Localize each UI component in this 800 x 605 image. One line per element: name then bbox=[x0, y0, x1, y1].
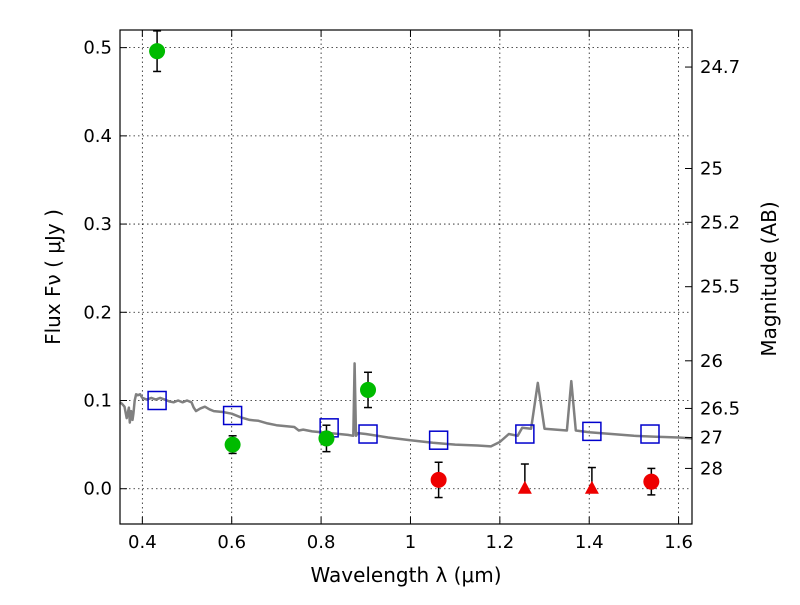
flux-point-circle bbox=[224, 436, 241, 453]
upper-limit-triangle bbox=[517, 480, 532, 494]
model-point-square bbox=[515, 424, 535, 444]
flux-point-circle bbox=[149, 43, 166, 60]
y2-tick-label: 25 bbox=[700, 158, 723, 179]
y-tick-label: 0.3 bbox=[83, 214, 112, 235]
x-tick-label: 1.4 bbox=[575, 532, 604, 553]
flux-point-circle bbox=[318, 430, 335, 447]
y-tick-label: 0.2 bbox=[83, 302, 112, 323]
y-axis-title: Flux Fν ( μJy ) bbox=[41, 209, 65, 345]
model-point-square bbox=[222, 405, 243, 426]
model-point-square bbox=[358, 424, 378, 444]
y2-tick-label: 26.5 bbox=[700, 398, 740, 419]
y-tick-label: 0.1 bbox=[83, 391, 112, 412]
tick-layer: 0.4 0.6 0.8 1 1.2 1.4 1.6 0.0 0.1 0.2 0.3 0.4 0.5 24.… bbox=[83, 30, 740, 553]
flux-point-circle bbox=[360, 381, 377, 398]
flux-point-circle bbox=[643, 473, 660, 490]
plot-frame bbox=[119, 29, 693, 525]
upper-limit-triangle bbox=[584, 480, 599, 494]
y-tick-label: 0.5 bbox=[83, 38, 112, 59]
y2-tick-label: 28 bbox=[700, 458, 723, 479]
model-point-square bbox=[147, 390, 167, 411]
x-tick-label: 1.2 bbox=[486, 532, 515, 553]
flux-point-circle bbox=[430, 471, 447, 488]
y2-tick-label: 24.7 bbox=[700, 57, 740, 78]
y-tick-label: 0.4 bbox=[83, 126, 112, 147]
x-axis-title: Wavelength λ (μm) bbox=[310, 563, 501, 587]
series-layer bbox=[119, 30, 693, 499]
y2-tick-label: 25.2 bbox=[700, 212, 740, 233]
model-point-square bbox=[640, 424, 660, 444]
x-tick-label: 1.6 bbox=[664, 532, 693, 553]
y2-tick-label: 26 bbox=[700, 351, 723, 372]
model-point-square bbox=[428, 430, 449, 450]
model-sed-line bbox=[119, 362, 693, 448]
y-tick-label: 0.0 bbox=[83, 479, 112, 500]
grid-layer bbox=[120, 30, 692, 524]
x-tick-label: 1 bbox=[405, 532, 416, 553]
x-tick-label: 0.6 bbox=[217, 532, 246, 553]
x-tick-label: 0.8 bbox=[307, 532, 336, 553]
y2-tick-label: 25.5 bbox=[700, 277, 740, 298]
y2-axis-title: Magnitude (AB) bbox=[757, 201, 781, 356]
y2-tick-label: 27 bbox=[700, 428, 723, 449]
model-point-square bbox=[582, 421, 602, 442]
x-tick-label: 0.4 bbox=[128, 532, 157, 553]
